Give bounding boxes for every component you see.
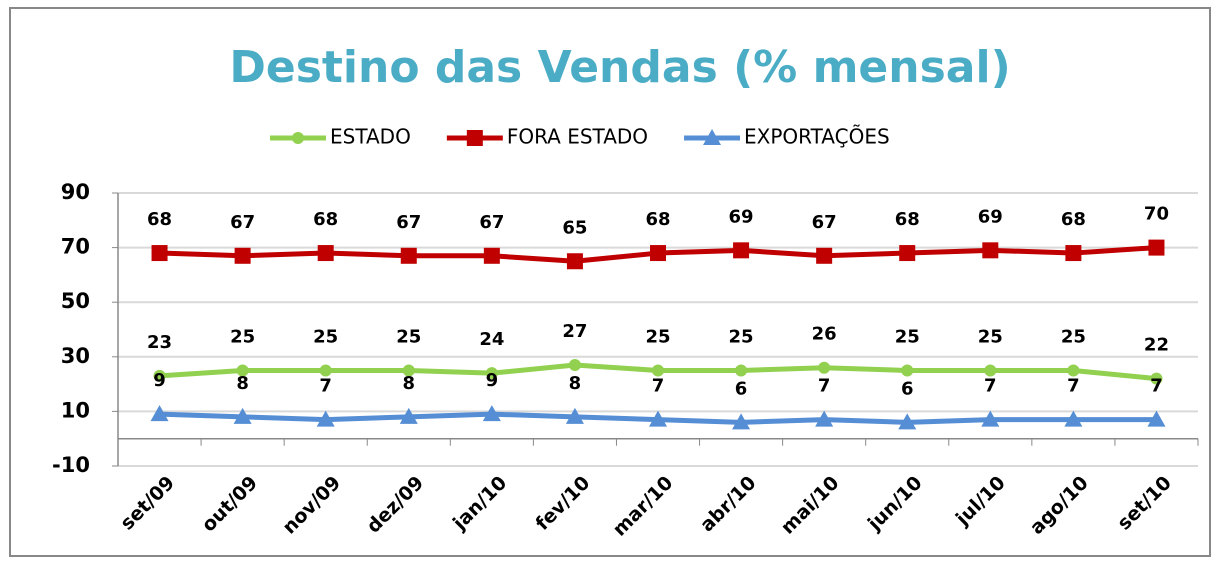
marker [568, 358, 581, 371]
data-label: 68 [147, 209, 172, 230]
marker [981, 410, 1000, 427]
marker [566, 253, 583, 270]
data-label: 7 [1150, 376, 1163, 397]
marker [153, 369, 166, 382]
marker [234, 247, 251, 264]
data-label: 9 [486, 370, 499, 391]
marker [1064, 410, 1083, 427]
marker [652, 364, 664, 377]
marker [1150, 372, 1163, 385]
marker [317, 245, 334, 262]
marker [1067, 364, 1080, 377]
marker [1147, 410, 1166, 427]
marker [482, 405, 501, 422]
marker [483, 247, 500, 264]
legend-label: EXPORTAÇÕES [744, 125, 890, 149]
marker [982, 242, 999, 259]
marker [466, 130, 483, 146]
marker [1148, 239, 1165, 256]
data-label: 70 [1144, 204, 1169, 225]
legend-label: FORA ESTADO [507, 125, 648, 149]
marker [565, 407, 584, 424]
marker [485, 367, 498, 380]
data-label: 22 [1144, 335, 1169, 356]
data-label: 25 [230, 326, 255, 347]
marker [150, 405, 169, 422]
data-label: 7 [319, 376, 332, 397]
data-label: 25 [729, 326, 754, 347]
legend-label: ESTADO [330, 125, 411, 149]
marker [233, 407, 252, 424]
data-label: 25 [396, 326, 421, 347]
data-label: 6 [901, 378, 914, 399]
legend-item: ESTADO [270, 125, 411, 149]
marker [236, 364, 249, 377]
marker [901, 364, 914, 377]
marker [402, 364, 415, 377]
y-tick-label: -10 [52, 453, 90, 477]
data-label: 67 [479, 212, 504, 233]
marker [898, 413, 917, 430]
marker [319, 364, 332, 377]
data-label: 68 [895, 209, 920, 230]
data-label: 25 [895, 326, 920, 347]
chart-frame [9, 7, 1211, 557]
data-label: 25 [313, 326, 338, 347]
marker [733, 242, 750, 259]
marker [399, 407, 418, 424]
data-label: 7 [1067, 376, 1080, 397]
y-tick-label: 50 [61, 289, 90, 313]
legend-item: FORA ESTADO [446, 125, 648, 149]
chart-title: Destino das Vendas (% mensal) [229, 42, 1010, 93]
marker [818, 361, 831, 374]
data-label: 7 [818, 376, 831, 397]
marker [816, 247, 833, 264]
data-label: 69 [978, 206, 1003, 227]
marker [292, 132, 304, 144]
y-tick-label: 10 [61, 398, 90, 422]
data-label: 27 [562, 321, 587, 342]
marker [400, 247, 417, 264]
data-label: 69 [729, 206, 754, 227]
data-label: 24 [479, 329, 504, 350]
marker [899, 245, 916, 262]
marker [984, 364, 997, 377]
y-tick-label: 90 [61, 180, 90, 204]
data-label: 65 [562, 217, 587, 238]
marker [151, 245, 168, 262]
marker [732, 413, 751, 430]
marker [815, 410, 834, 427]
data-label: 8 [236, 373, 249, 394]
y-tick-label: 30 [61, 344, 90, 368]
marker [1065, 245, 1082, 262]
data-label: 7 [984, 376, 997, 397]
data-label: 25 [978, 326, 1003, 347]
data-label: 25 [1061, 326, 1086, 347]
marker [649, 410, 667, 427]
data-label: 68 [313, 209, 338, 230]
data-label: 8 [569, 373, 582, 394]
data-label: 68 [645, 209, 670, 230]
data-label: 26 [812, 324, 837, 345]
data-label: 67 [396, 212, 421, 233]
marker [316, 410, 335, 427]
y-tick-label: 70 [61, 235, 90, 259]
data-label: 68 [1061, 209, 1086, 230]
marker [703, 129, 722, 145]
marker [735, 364, 748, 377]
data-label: 67 [230, 212, 255, 233]
data-label: 7 [652, 376, 665, 397]
data-label: 67 [812, 212, 837, 233]
data-label: 23 [147, 332, 172, 353]
data-label: 25 [645, 326, 670, 347]
data-label: 6 [735, 378, 748, 399]
data-label: 9 [153, 370, 166, 391]
legend-item: EXPORTAÇÕES [684, 125, 890, 149]
marker [650, 245, 666, 262]
data-label: 8 [403, 373, 416, 394]
